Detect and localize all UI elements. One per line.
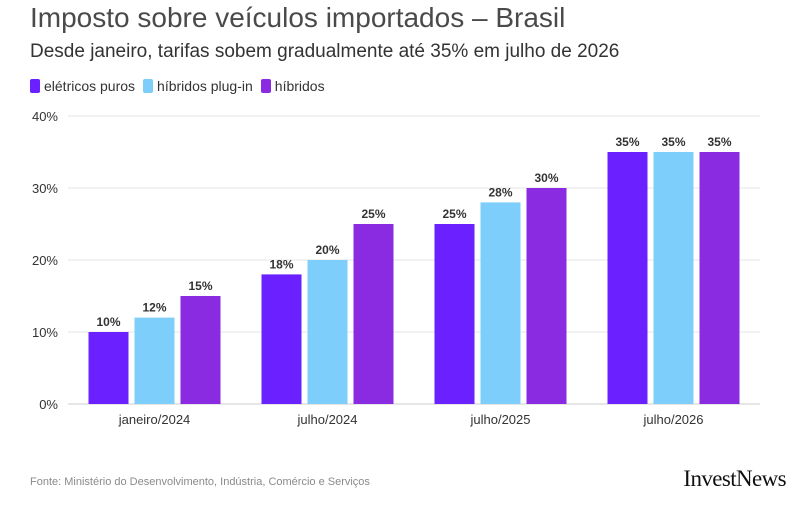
data-label: 20% [315, 243, 339, 257]
y-tick-label: 40% [32, 109, 58, 124]
data-label: 12% [142, 301, 166, 315]
legend-item-eletricos: elétricos puros [30, 78, 135, 94]
bar [434, 224, 475, 404]
y-tick-label: 0% [39, 397, 58, 412]
x-tick-label: julho/2025 [470, 412, 531, 427]
data-label: 25% [361, 207, 385, 221]
data-label: 25% [442, 207, 466, 221]
y-tick-label: 20% [32, 253, 58, 268]
bar [526, 188, 567, 404]
brand-logo: InvestNews [683, 466, 786, 491]
bar [653, 152, 694, 404]
x-tick-label: julho/2024 [297, 412, 358, 427]
bar [480, 202, 521, 404]
bar [261, 274, 302, 404]
chart-subtitle: Desde janeiro, tarifas sobem gradualment… [30, 41, 620, 62]
bar [607, 152, 648, 404]
bar-chart: 0% 10% 20% 30% 40% 10% 12% 15% janeiro/2024 18% 20… [32, 109, 760, 427]
data-label: 15% [188, 279, 212, 293]
x-tick-label: janeiro/2024 [118, 412, 191, 427]
bar [180, 296, 221, 404]
bar [353, 224, 394, 404]
legend-swatch-hibridos [260, 79, 271, 93]
data-label: 10% [96, 315, 120, 329]
bar [307, 260, 348, 404]
chart-title: Imposto sobre veículos importados – Bras… [30, 2, 566, 33]
legend-item-plugin: híbridos plug-in [143, 78, 253, 94]
data-label: 30% [534, 171, 558, 185]
y-tick-label: 30% [32, 181, 58, 196]
legend-item-hibridos: híbridos [260, 78, 325, 94]
bar [134, 317, 175, 404]
legend-swatch-eletricos [30, 79, 40, 93]
y-tick-label: 10% [32, 325, 58, 340]
legend-label-eletricos: elétricos puros [44, 78, 136, 94]
data-label: 35% [707, 135, 731, 149]
data-label: 35% [661, 135, 685, 149]
bar [88, 332, 129, 404]
data-label: 35% [615, 135, 639, 149]
legend: elétricos puros híbridos plug-in híbrido… [30, 78, 333, 94]
x-tick-label: julho/2026 [643, 412, 704, 427]
bar [699, 152, 740, 404]
source-note: Fonte: Ministério do Desenvolvimento, In… [30, 476, 370, 488]
legend-label-plugin: híbridos plug-in [157, 78, 253, 94]
data-label: 28% [488, 185, 512, 199]
legend-label-hibridos: híbridos [274, 78, 325, 94]
data-label: 18% [269, 257, 293, 271]
legend-swatch-plugin [143, 79, 154, 93]
